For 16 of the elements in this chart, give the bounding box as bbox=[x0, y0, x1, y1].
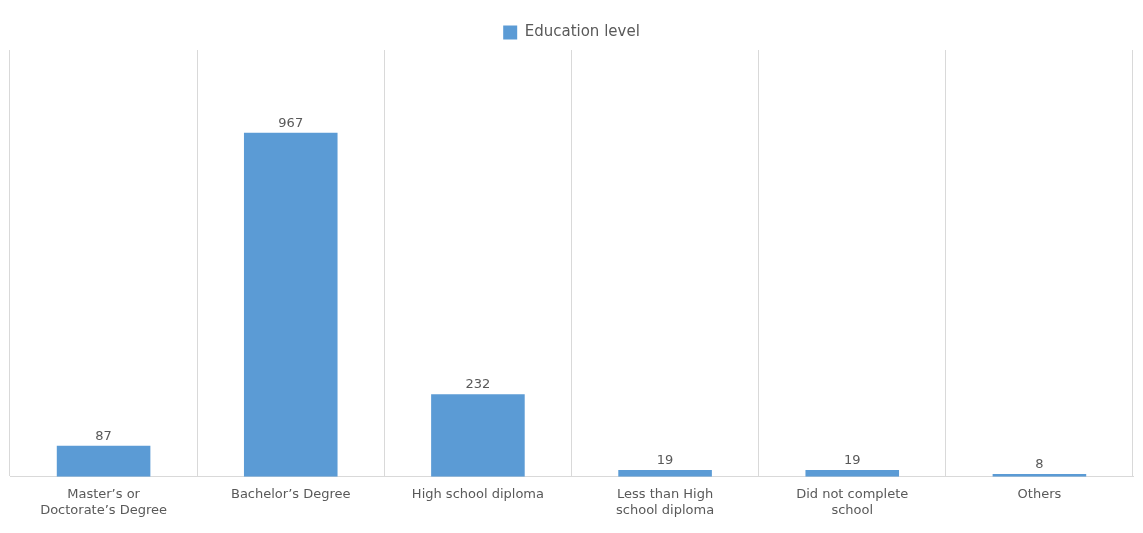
data-label: 19 bbox=[843, 451, 861, 467]
bar bbox=[56, 445, 151, 477]
data-label: 8 bbox=[1035, 455, 1044, 471]
bar bbox=[243, 132, 338, 477]
legend-label: Education level bbox=[524, 22, 640, 41]
x-tick-label: Master’s or Doctorate’s Degree bbox=[40, 485, 168, 517]
data-label: 232 bbox=[465, 376, 491, 392]
x-tick-label: Less than High school diploma bbox=[616, 485, 715, 517]
data-label: 19 bbox=[656, 451, 674, 467]
x-tick-label: Did not complete school bbox=[796, 485, 909, 517]
x-tick-label: Others bbox=[1017, 485, 1062, 501]
x-tick-label: High school diploma bbox=[411, 485, 544, 501]
data-label: 967 bbox=[278, 114, 304, 130]
x-tick-label: Bachelor’s Degree bbox=[230, 485, 351, 501]
data-label: 87 bbox=[95, 427, 112, 443]
bar bbox=[431, 394, 525, 477]
